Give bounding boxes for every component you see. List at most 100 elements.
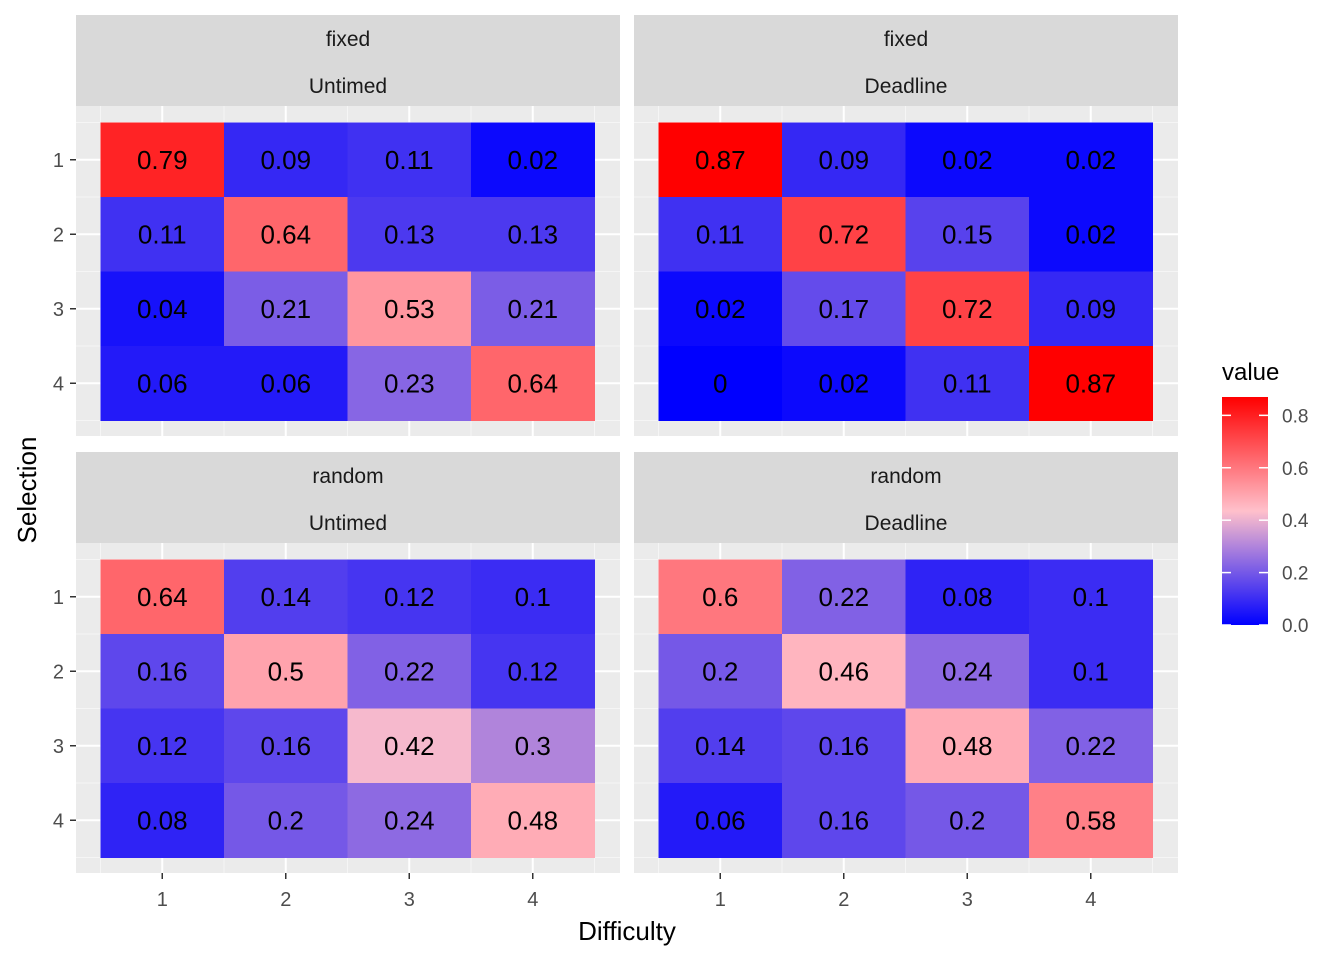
heatmap-tile bbox=[347, 271, 472, 347]
facet-row-label: fixed bbox=[326, 28, 370, 51]
tile-value-label: 0.04 bbox=[137, 294, 188, 324]
heatmap-tile bbox=[471, 559, 595, 635]
tile-value-label: 0.14 bbox=[260, 582, 311, 612]
heatmap-tile bbox=[471, 122, 595, 198]
heatmap-tile bbox=[224, 271, 348, 347]
tile-value-label: 0.72 bbox=[818, 219, 869, 249]
tile-value-label: 0.08 bbox=[942, 582, 993, 612]
tile-value-label: 0.87 bbox=[695, 145, 746, 175]
y-axis-title: Selection bbox=[12, 437, 42, 544]
tile-value-label: 0.22 bbox=[384, 656, 435, 686]
tile-value-label: 0.17 bbox=[818, 294, 869, 324]
heatmap-tile bbox=[347, 783, 472, 858]
tile-value-label: 0.06 bbox=[695, 805, 746, 835]
facet-col-label: Deadline bbox=[865, 512, 948, 535]
facet-panel: fixed Untimed 0.79 0.09 0.11 0.02 0.11 0.64 0.13… bbox=[53, 15, 620, 436]
tile-value-label: 0.11 bbox=[943, 368, 992, 398]
heatmap-tile bbox=[658, 197, 783, 272]
legend-colorbar bbox=[1222, 397, 1268, 625]
heatmap-tile bbox=[658, 271, 783, 347]
heatmap-tile bbox=[100, 197, 225, 272]
facet-row-label: random bbox=[312, 465, 383, 488]
facet-col-label: Untimed bbox=[309, 512, 387, 535]
facet-panel: fixed Deadline 0.87 0.09 0.02 0.02 0.11 0.72 0.1… bbox=[634, 15, 1178, 436]
heatmap-tile bbox=[100, 708, 225, 784]
heatmap-tile bbox=[1029, 559, 1153, 635]
tile-value-label: 0.48 bbox=[942, 731, 993, 761]
tile-value-label: 0.64 bbox=[260, 219, 311, 249]
heatmap-tile bbox=[1029, 197, 1153, 272]
tile-value-label: 0.21 bbox=[507, 294, 558, 324]
tile-value-label: 0.16 bbox=[260, 731, 311, 761]
heatmap-tile bbox=[658, 122, 783, 198]
heatmap-tile bbox=[1029, 346, 1153, 421]
heatmap-tile bbox=[905, 271, 1030, 347]
tile-value-label: 0.22 bbox=[818, 582, 869, 612]
tile-value-label: 0.11 bbox=[385, 145, 434, 175]
tile-value-label: 0.11 bbox=[696, 219, 745, 249]
tile-value-label: 0.02 bbox=[818, 368, 869, 398]
y-tick-label: 1 bbox=[53, 150, 64, 172]
tile-value-label: 0.22 bbox=[1065, 731, 1116, 761]
heatmap-tile bbox=[782, 271, 906, 347]
tile-value-label: 0.2 bbox=[702, 656, 738, 686]
heatmap-tile bbox=[1029, 708, 1153, 784]
legend-tick-label: 0.0 bbox=[1282, 616, 1308, 637]
tile-value-label: 0.23 bbox=[384, 368, 435, 398]
heatmap-tile bbox=[471, 346, 595, 421]
heatmap-tile bbox=[100, 634, 225, 709]
heatmap-tile bbox=[658, 708, 783, 784]
tile-value-label: 0.42 bbox=[384, 731, 435, 761]
facet-strip bbox=[634, 452, 1178, 543]
heatmap-tile bbox=[658, 634, 783, 709]
tile-value-label: 0.14 bbox=[695, 731, 746, 761]
heatmap-tile bbox=[1029, 634, 1153, 709]
tile-value-label: 0.58 bbox=[1065, 805, 1116, 835]
tile-value-label: 0.09 bbox=[818, 145, 869, 175]
tile-value-label: 0.48 bbox=[507, 805, 558, 835]
heatmap-tile bbox=[100, 122, 225, 198]
tile-value-label: 0.06 bbox=[137, 368, 188, 398]
tile-value-label: 0.64 bbox=[137, 582, 188, 612]
y-tick-label: 3 bbox=[53, 299, 64, 321]
facet-row-label: random bbox=[870, 465, 941, 488]
tile-value-label: 0 bbox=[713, 368, 727, 398]
x-tick-label: 2 bbox=[280, 889, 291, 911]
y-tick-label: 1 bbox=[53, 587, 64, 609]
tile-value-label: 0.3 bbox=[515, 731, 551, 761]
tile-value-label: 0.24 bbox=[942, 656, 993, 686]
heatmap-tile bbox=[100, 559, 225, 635]
tile-value-label: 0.13 bbox=[507, 219, 558, 249]
color-legend: value 0.0 0.2 0.4 0.6 0.8 bbox=[1222, 359, 1309, 637]
x-tick-label: 1 bbox=[157, 889, 168, 911]
y-tick-label: 2 bbox=[53, 661, 64, 683]
heatmap-tile bbox=[224, 122, 348, 198]
heatmap-tile bbox=[224, 634, 348, 709]
tile-value-label: 0.87 bbox=[1065, 368, 1116, 398]
heatmap-tile bbox=[224, 559, 348, 635]
legend-tick-label: 0.8 bbox=[1282, 406, 1308, 427]
facet-col-label: Untimed bbox=[309, 75, 387, 98]
heatmap-tile bbox=[782, 122, 906, 198]
facet-col-label: Deadline bbox=[865, 75, 948, 98]
x-tick-label: 3 bbox=[404, 889, 415, 911]
facet-strip bbox=[634, 15, 1178, 106]
tile-value-label: 0.12 bbox=[507, 656, 558, 686]
heatmap-tile bbox=[347, 346, 472, 421]
x-axis-title: Difficulty bbox=[578, 916, 676, 946]
heatmap-tile bbox=[782, 559, 906, 635]
tile-value-label: 0.15 bbox=[942, 219, 993, 249]
tile-value-label: 0.13 bbox=[384, 219, 435, 249]
heatmap-tile bbox=[471, 197, 595, 272]
heatmap-tile bbox=[347, 634, 472, 709]
heatmap-tile bbox=[224, 783, 348, 858]
heatmap-tile bbox=[905, 708, 1030, 784]
tile-value-label: 0.64 bbox=[507, 368, 558, 398]
x-tick-label: 2 bbox=[838, 889, 849, 911]
tile-value-label: 0.06 bbox=[260, 368, 311, 398]
heatmap-tile bbox=[782, 708, 906, 784]
